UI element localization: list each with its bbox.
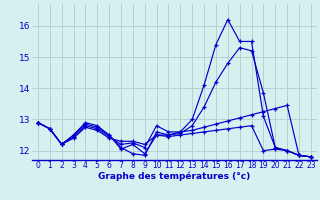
X-axis label: Graphe des températures (°c): Graphe des températures (°c) <box>98 171 251 181</box>
